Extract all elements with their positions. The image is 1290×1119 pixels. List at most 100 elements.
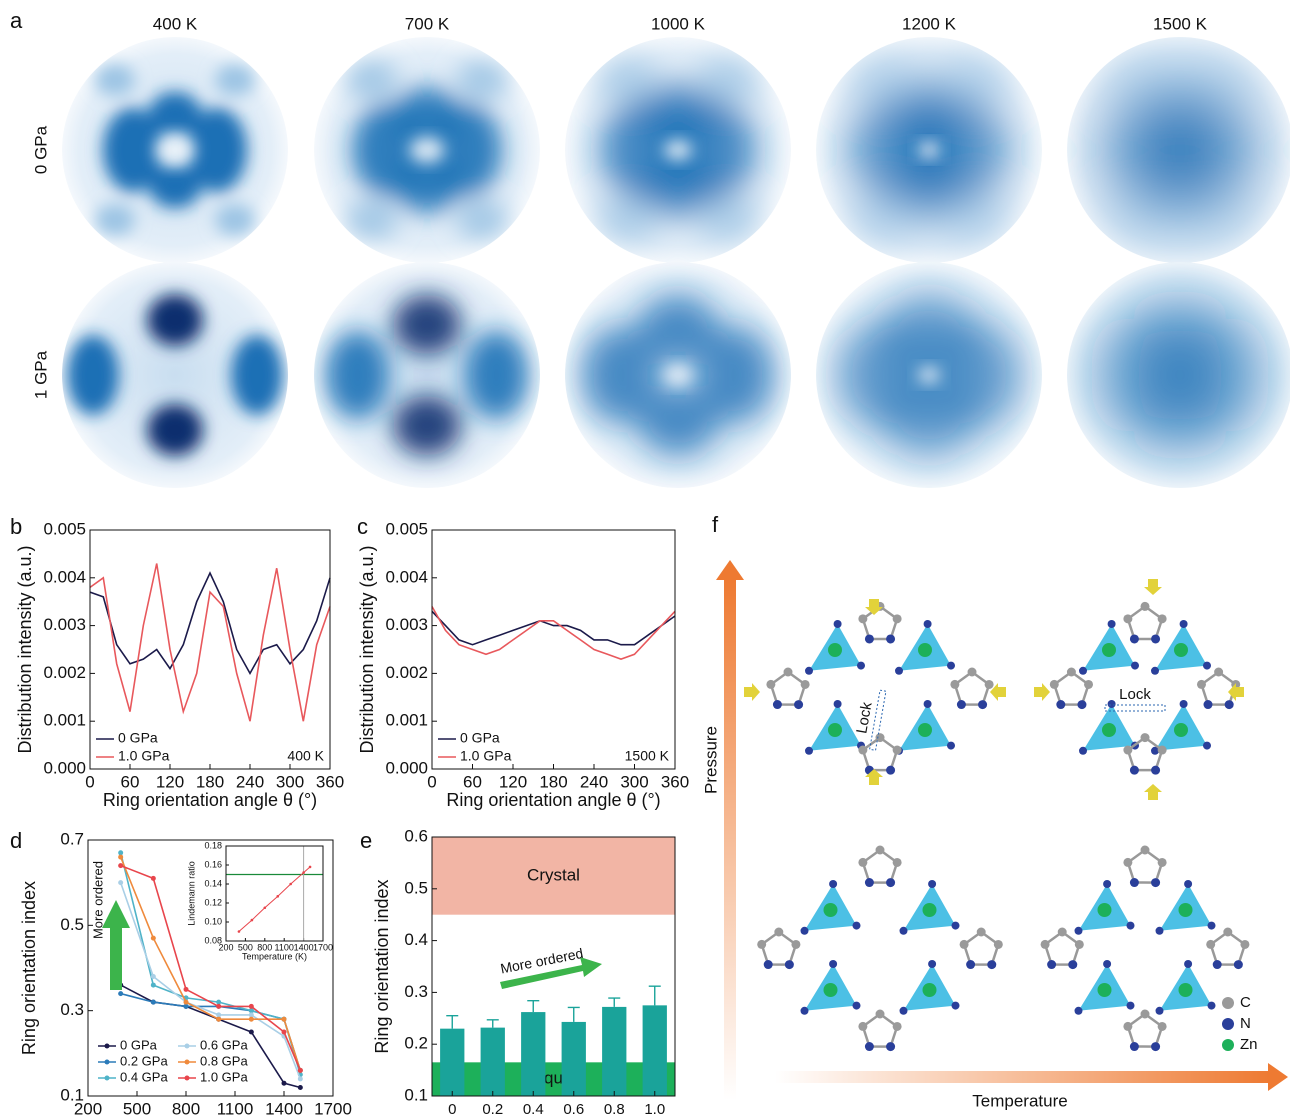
blob: [1095, 48, 1183, 112]
error-bar: [446, 1016, 458, 1029]
map: [314, 37, 540, 263]
series-line: [432, 611, 675, 644]
column-label: 1500 K: [1153, 14, 1208, 33]
atom-c: [858, 858, 867, 867]
atom-zn: [824, 983, 838, 997]
distribution-map: [62, 37, 288, 263]
legend-label: 0 GPa: [460, 730, 500, 746]
atom-c: [1151, 1042, 1160, 1051]
ring: [771, 672, 805, 705]
atom-n: [1180, 700, 1188, 708]
blob: [67, 335, 119, 415]
distribution-map: [1067, 262, 1290, 488]
atom-n: [1103, 880, 1111, 888]
point: [298, 1068, 303, 1073]
atom-n: [853, 922, 861, 930]
atom-c: [1206, 940, 1215, 949]
y-tick-label: 0.3: [60, 1000, 84, 1019]
panel-letter: e: [360, 828, 372, 853]
atom-n: [801, 1007, 809, 1015]
atom-c: [876, 1010, 885, 1019]
point: [151, 936, 156, 941]
lock-label: Lock: [1119, 686, 1151, 703]
point: [276, 895, 279, 898]
map: [314, 262, 540, 488]
blob: [393, 294, 461, 354]
ring: [1128, 850, 1162, 883]
point: [151, 876, 156, 881]
atom-c: [1204, 700, 1213, 709]
atom-c: [886, 766, 895, 775]
series-line: [239, 867, 310, 932]
atom-n: [1208, 1002, 1216, 1010]
atom-zn: [918, 643, 932, 657]
blob: [582, 327, 658, 423]
series-line: [90, 564, 330, 722]
atom-n: [834, 620, 842, 628]
blob: [1177, 188, 1265, 252]
atom-c: [950, 680, 959, 689]
atom-c: [1130, 1042, 1139, 1051]
atom-c: [1067, 668, 1076, 677]
column-label: 700 K: [405, 14, 450, 33]
atom-n: [947, 662, 955, 670]
atom-zn: [923, 983, 937, 997]
blobs: [1095, 48, 1265, 252]
y-tick-label: 0.3: [404, 982, 428, 1001]
framework: [1041, 846, 1250, 1052]
atom-n: [1131, 662, 1139, 670]
ring: [1045, 932, 1079, 965]
point: [249, 1008, 254, 1013]
axis-title: Pressure: [701, 726, 720, 794]
blob: [1177, 48, 1265, 112]
legend-marker: [105, 1076, 110, 1081]
atom-c: [1141, 846, 1150, 855]
blob: [698, 327, 774, 423]
center: [155, 136, 195, 164]
ring: [955, 672, 989, 705]
squeeze-arrow: [1144, 579, 1162, 595]
blob: [696, 56, 760, 104]
x-tick-label: 0: [427, 772, 436, 791]
center: [664, 140, 692, 160]
x-tick-label: 200: [218, 942, 233, 952]
y-tick-label: 0.001: [385, 711, 428, 730]
x-tick-label: 0: [85, 772, 94, 791]
atom-c: [774, 928, 783, 937]
atom-zn: [824, 903, 838, 917]
bar: [481, 1028, 505, 1096]
atom-c: [1047, 960, 1056, 969]
band-label: Crystal: [527, 865, 580, 884]
blob: [1095, 188, 1183, 252]
point: [282, 1017, 287, 1022]
blob: [845, 192, 921, 248]
blob: [932, 323, 1020, 427]
atom-n: [1108, 620, 1116, 628]
atom-n: [1156, 1007, 1164, 1015]
error-bar: [487, 1020, 499, 1028]
atom-c: [987, 960, 996, 969]
atom-n: [1075, 927, 1083, 935]
bar: [521, 1012, 545, 1096]
blob: [395, 160, 459, 212]
atom-c: [985, 680, 994, 689]
y-axis-label: Ring orientation index: [19, 881, 39, 1055]
blob: [326, 331, 390, 419]
atom-n: [1184, 880, 1192, 888]
map: [565, 37, 791, 263]
atom-c: [1130, 878, 1139, 887]
atom-c: [1197, 680, 1206, 689]
legend-label: 0.6 GPa: [200, 1037, 248, 1052]
x-axis-label: Ring orientation angle θ (°): [103, 790, 317, 810]
blob: [231, 335, 283, 415]
ring: [1128, 606, 1162, 639]
atom-zn: [1174, 723, 1188, 737]
atom-n: [829, 880, 837, 888]
y-axis-label: Lindemann ratio: [186, 861, 196, 926]
point: [118, 991, 123, 996]
atom-n: [1180, 620, 1188, 628]
point: [251, 919, 254, 922]
x-tick-label: 360: [316, 772, 344, 791]
panel-letter: c: [357, 514, 368, 539]
pressure-arrow: [724, 578, 736, 1100]
